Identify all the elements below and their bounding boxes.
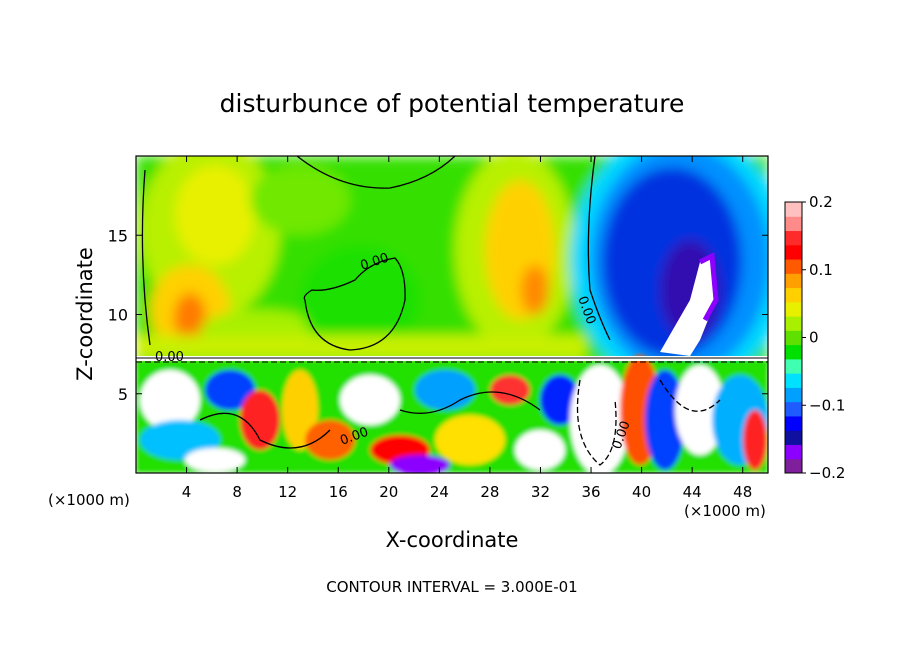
x-tick-label: 12 bbox=[278, 483, 297, 501]
contour-lines bbox=[136, 156, 768, 466]
colorbar-swatch bbox=[785, 301, 802, 317]
colorbar-swatch bbox=[785, 373, 802, 388]
colorbar-swatch bbox=[785, 415, 802, 431]
y-axis-label: Z-coordinate bbox=[73, 247, 97, 381]
y-tick-label: 5 bbox=[118, 385, 128, 404]
colorbar-swatch bbox=[785, 316, 802, 331]
x-axis-label: X-coordinate bbox=[386, 528, 519, 552]
colorbar-swatch bbox=[785, 430, 802, 445]
colorbar-swatch bbox=[785, 202, 802, 217]
x-unit-right: (×1000 m) bbox=[684, 502, 766, 520]
colorbar-tick-label: 0 bbox=[809, 329, 819, 347]
plot-area bbox=[136, 156, 768, 473]
colorbar-swatch bbox=[785, 458, 802, 474]
x-tick-label: 32 bbox=[531, 483, 550, 501]
white-plume bbox=[660, 256, 716, 356]
colorbar-swatch bbox=[785, 344, 802, 360]
x-tick-label: 44 bbox=[683, 483, 702, 501]
colorbar-tick-label: −0.1 bbox=[809, 396, 845, 414]
colorbar-swatch bbox=[785, 330, 802, 346]
x-tick-label: 8 bbox=[232, 483, 242, 501]
colorbar-tick-label: 0.2 bbox=[809, 193, 833, 211]
colorbar-swatch bbox=[785, 387, 802, 403]
x-tick-label: 36 bbox=[581, 483, 600, 501]
colorbar-swatch bbox=[785, 358, 802, 374]
y-axis: 5 10 15 bbox=[108, 226, 768, 404]
colorbar-swatch bbox=[785, 401, 802, 417]
x-tick-label: 28 bbox=[480, 483, 499, 501]
y-tick-label: 10 bbox=[108, 306, 128, 325]
contour-label: 0.00 bbox=[155, 350, 184, 365]
lower-field bbox=[136, 355, 768, 473]
x-unit-left: (×1000 m) bbox=[48, 491, 130, 509]
colorbar-swatch bbox=[785, 259, 802, 274]
x-tick-label: 4 bbox=[182, 483, 192, 501]
upper-field bbox=[136, 156, 768, 390]
colorbar: 0.2 0.1 0 −0.1 −0.2 bbox=[784, 193, 845, 482]
contour-interval-note: CONTOUR INTERVAL = 3.000E-01 bbox=[326, 578, 577, 596]
colorbar-swatch bbox=[785, 244, 802, 260]
colorbar-tick-label: −0.2 bbox=[809, 464, 845, 482]
x-tick-label: 48 bbox=[733, 483, 752, 501]
colorbar-swatch bbox=[785, 444, 802, 460]
x-tick-label: 24 bbox=[430, 483, 449, 501]
colorbar-swatch bbox=[785, 287, 802, 303]
colorbar-swatch bbox=[785, 273, 802, 289]
colorbar-tick-label: 0.1 bbox=[809, 261, 833, 279]
colorbar-swatch bbox=[785, 230, 802, 246]
colorbar-swatch bbox=[785, 216, 802, 232]
chart-title: disturbunce of potential temperature bbox=[220, 89, 685, 118]
x-tick-label: 20 bbox=[379, 483, 398, 501]
x-axis: 4 8 12 16 20 24 28 32 36 40 44 48 bbox=[182, 156, 752, 501]
y-tick-label: 15 bbox=[108, 226, 128, 245]
x-tick-label: 40 bbox=[632, 483, 651, 501]
x-tick-label: 16 bbox=[329, 483, 348, 501]
